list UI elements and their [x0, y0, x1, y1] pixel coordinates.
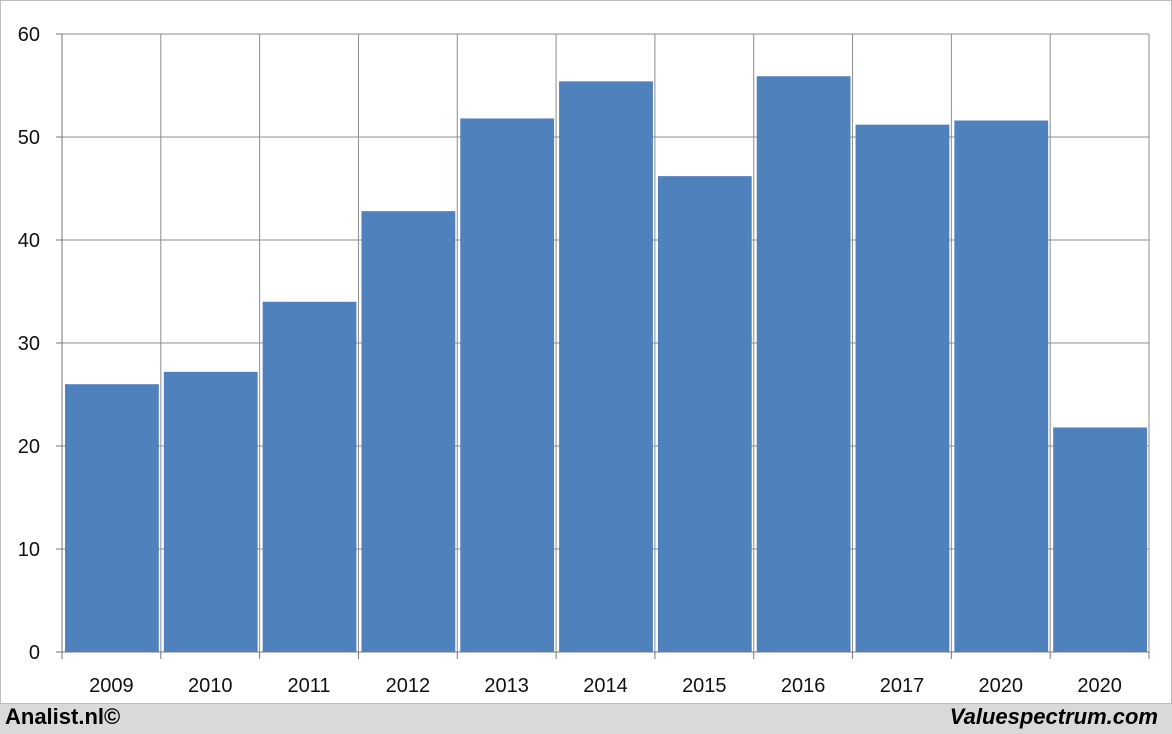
y-tick-label: 50 — [18, 127, 40, 149]
x-tick-label: 2011 — [288, 675, 331, 697]
y-tick-label: 40 — [18, 230, 40, 252]
bar-2010 — [163, 371, 258, 652]
footer-source-left: Analist.nl© — [5, 704, 121, 729]
y-tick-label: 0 — [29, 642, 40, 664]
x-tick-label: 2013 — [484, 675, 529, 697]
x-tick-labels: 2009 2010 2011 2012 2013 2014 2015 2016 2017 2020… — [89, 675, 1122, 697]
bar-2020 — [1053, 427, 1147, 652]
footer-source-right: Valuespectrum.com — [949, 704, 1158, 729]
axes — [56, 33, 1150, 659]
x-tick-label: 2020 — [979, 675, 1024, 697]
x-tick-label: 2009 — [89, 675, 134, 697]
y-tick-labels: 0 10 20 30 40 50 60 — [18, 24, 40, 664]
x-tick-label: 2020 — [1077, 675, 1122, 697]
y-tick-label: 20 — [18, 436, 40, 458]
bar-2014 — [559, 81, 653, 652]
bar-2020 — [954, 120, 1049, 652]
x-tick-label: 2014 — [583, 675, 628, 697]
x-tick-label: 2017 — [880, 675, 925, 697]
x-tick-label: 2015 — [682, 675, 727, 697]
y-tick-label: 60 — [18, 24, 40, 46]
x-tick-label: 2016 — [781, 675, 826, 697]
y-tick-label: 10 — [18, 539, 40, 561]
bar-2015 — [657, 176, 752, 652]
x-tick-label: 2012 — [386, 675, 431, 697]
bar-2012 — [361, 211, 456, 652]
bar-2009 — [65, 384, 159, 652]
bars — [65, 76, 1147, 653]
y-tick-label: 30 — [18, 333, 40, 355]
bar-2017 — [855, 124, 950, 652]
x-tick-label: 2010 — [188, 675, 233, 697]
bar-2013 — [460, 118, 555, 652]
bar-2016 — [756, 76, 851, 653]
bar-2011 — [262, 301, 357, 652]
